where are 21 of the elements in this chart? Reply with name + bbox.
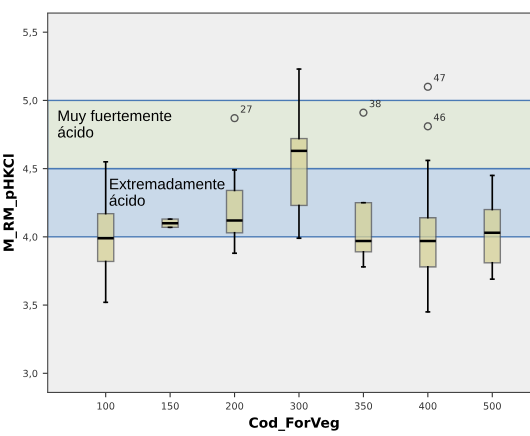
- x-tick-label: 500: [484, 402, 501, 410]
- x-tick-label: 350: [354, 402, 372, 410]
- x-tick-label: 100: [97, 402, 114, 410]
- y-tick-label: 4,0: [22, 233, 38, 242]
- x-tick-label: 150: [162, 402, 179, 410]
- x-axis-title: Cod_ForVeg: [249, 417, 339, 431]
- annotation: 46: [434, 114, 446, 121]
- y-tick-label: 3,5: [23, 302, 38, 310]
- annotation: 27: [240, 105, 252, 113]
- band-label: Extremadamente ácido: [110, 178, 225, 206]
- y-axis-title: M_RM_pHKCl: [3, 154, 17, 251]
- y-tick-label: 3,0: [23, 370, 38, 378]
- y-tick-label: 5,0: [23, 96, 38, 106]
- x-tick-label: 200: [226, 402, 244, 410]
- x-tick-label: 400: [419, 402, 436, 410]
- y-tick-label: 5,5: [23, 28, 38, 38]
- x-tick-label: 300: [290, 402, 308, 410]
- annotation: 38: [370, 100, 381, 108]
- band-label: Muy fuertemente ácido: [58, 110, 172, 138]
- y-tick-label: 4,5: [22, 165, 38, 174]
- annotation: 47: [434, 74, 445, 82]
